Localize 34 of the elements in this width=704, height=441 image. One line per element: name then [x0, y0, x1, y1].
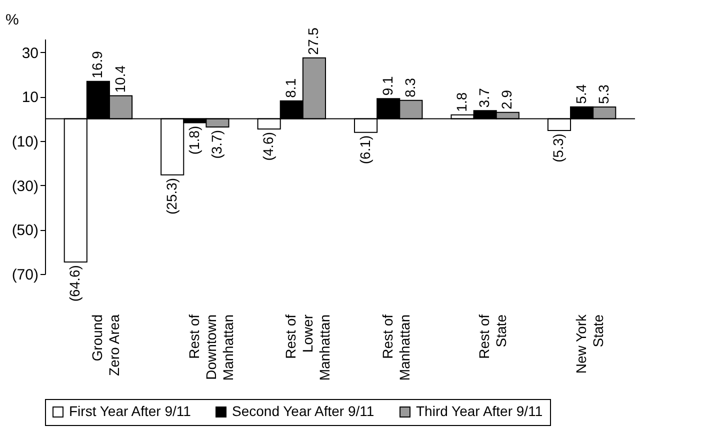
x-tick-label: Rest of Downtown Manhattan — [186, 314, 236, 381]
data-label: 2.9 — [498, 90, 515, 110]
x-tick-label: Rest of Manhattan — [379, 314, 412, 381]
y-tick-label: (70) — [12, 266, 38, 284]
data-label: (3.7) — [208, 130, 224, 159]
data-label: 8.3 — [402, 78, 418, 98]
x-tick-label: New York State — [572, 314, 606, 374]
data-label: (64.6) — [66, 265, 83, 302]
x-tick-label: Ground Zero Area — [89, 314, 122, 376]
y-tick-label: (50) — [12, 222, 38, 240]
legend-label: Third Year After 9/11 — [416, 403, 543, 419]
data-label: 1.8 — [454, 92, 470, 112]
data-label: 3.7 — [476, 88, 492, 108]
y-tick-label: (10) — [12, 133, 38, 150]
x-tick-label: Rest of Lower Manhattan — [282, 314, 333, 381]
data-label: 5.4 — [572, 84, 589, 104]
y-tick-label: 10 — [22, 89, 38, 106]
y-tick-label: 30 — [22, 44, 38, 62]
data-label: 5.3 — [595, 84, 612, 104]
data-label: (4.6) — [260, 132, 276, 161]
y-tick-label: (30) — [12, 178, 38, 195]
data-label: (25.3) — [163, 178, 180, 214]
data-label: (6.1) — [356, 135, 373, 164]
data-label: 27.5 — [305, 27, 322, 55]
data-label: 9.1 — [379, 76, 396, 96]
legend-label: First Year After 9/11 — [69, 403, 192, 419]
legend-label: Second Year After 9/11 — [232, 403, 374, 419]
data-label: (5.3) — [550, 134, 566, 162]
y-axis-title: % — [6, 12, 19, 28]
data-label: 10.4 — [112, 65, 128, 93]
data-label: (1.8) — [186, 126, 202, 155]
data-label: 8.1 — [282, 78, 299, 98]
x-tick-label: Rest of State — [476, 314, 510, 359]
data-label: 16.9 — [89, 50, 106, 78]
